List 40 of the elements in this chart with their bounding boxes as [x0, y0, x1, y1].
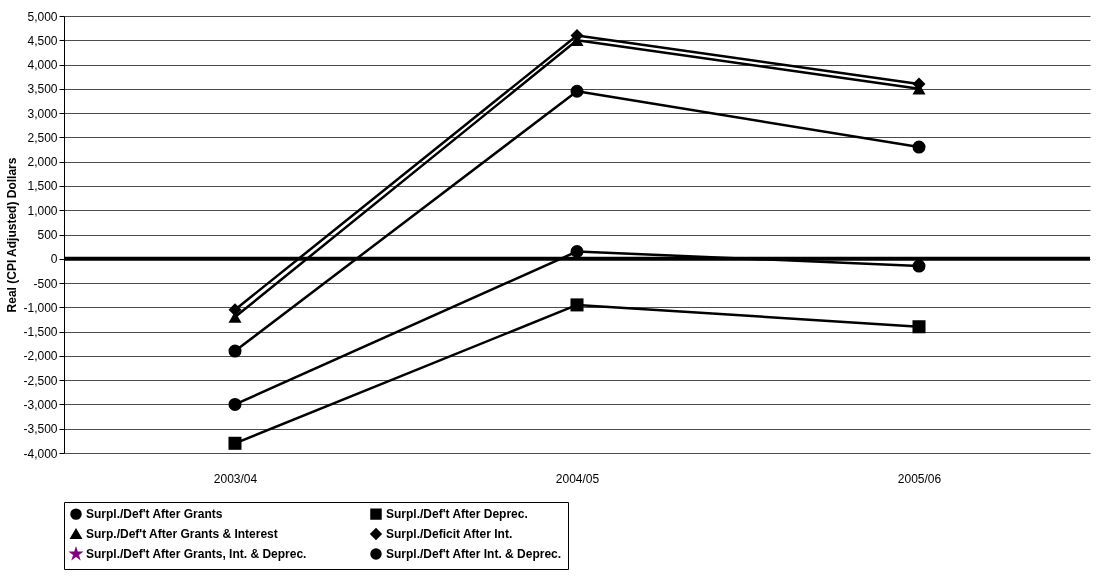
point: [912, 140, 926, 154]
y-tick-label: -2,000: [23, 349, 58, 364]
y-tick-label: -1,000: [23, 300, 58, 315]
y-tick-label: 4,000: [27, 58, 58, 73]
point: [228, 436, 242, 450]
legend-label: Surp./Def't After Grants & Interest: [86, 527, 278, 541]
y-tick-label: 5,000: [27, 9, 58, 24]
point: [570, 244, 584, 258]
y-tick-label: 1,000: [27, 203, 58, 218]
point: [228, 303, 242, 317]
y-tick-label: 2,000: [27, 155, 58, 170]
legend-label: Surpl./Def't After Deprec.: [386, 507, 528, 522]
legend-label: Surpl./Def't After Grants, Int. & Deprec.: [86, 547, 307, 561]
y-tick-label: 500: [37, 228, 58, 242]
point: [912, 320, 926, 334]
x-tick-label: 2003/04: [213, 471, 258, 486]
point: [912, 259, 926, 273]
legend-label: Surpl./Def't After Int. & Deprec.: [386, 547, 562, 561]
point: [570, 298, 584, 312]
y-tick-label: -2,500: [23, 373, 58, 388]
x-tick-label: 2005/06: [897, 471, 942, 486]
y-tick-label: -4,000: [23, 446, 58, 461]
y-tick-label: -1,500: [23, 325, 58, 340]
y-tick-label: 1,500: [27, 179, 58, 194]
y-tick-label: -3,000: [23, 397, 58, 412]
y-tick-label: 3,500: [27, 82, 58, 97]
y-tick-label: 2,500: [27, 130, 58, 145]
y-tick-label: 0: [50, 252, 58, 267]
y-tick-label: -500: [33, 276, 58, 291]
point: [570, 28, 584, 42]
legend-label: Surpl./Deficit After Int.: [386, 527, 513, 541]
y-tick-label: 4,500: [27, 33, 58, 48]
x-tick-label: 2004/05: [555, 471, 600, 486]
y-tick-label: -3,500: [23, 422, 58, 437]
point: [570, 84, 584, 98]
point: [228, 397, 242, 411]
point: [228, 344, 242, 358]
y-axis-title: Real (CPI Adjusted) Dollars: [5, 157, 20, 313]
y-tick-label: 3,000: [27, 106, 58, 121]
legend-label: Surpl./Def't After Grants: [86, 507, 223, 522]
